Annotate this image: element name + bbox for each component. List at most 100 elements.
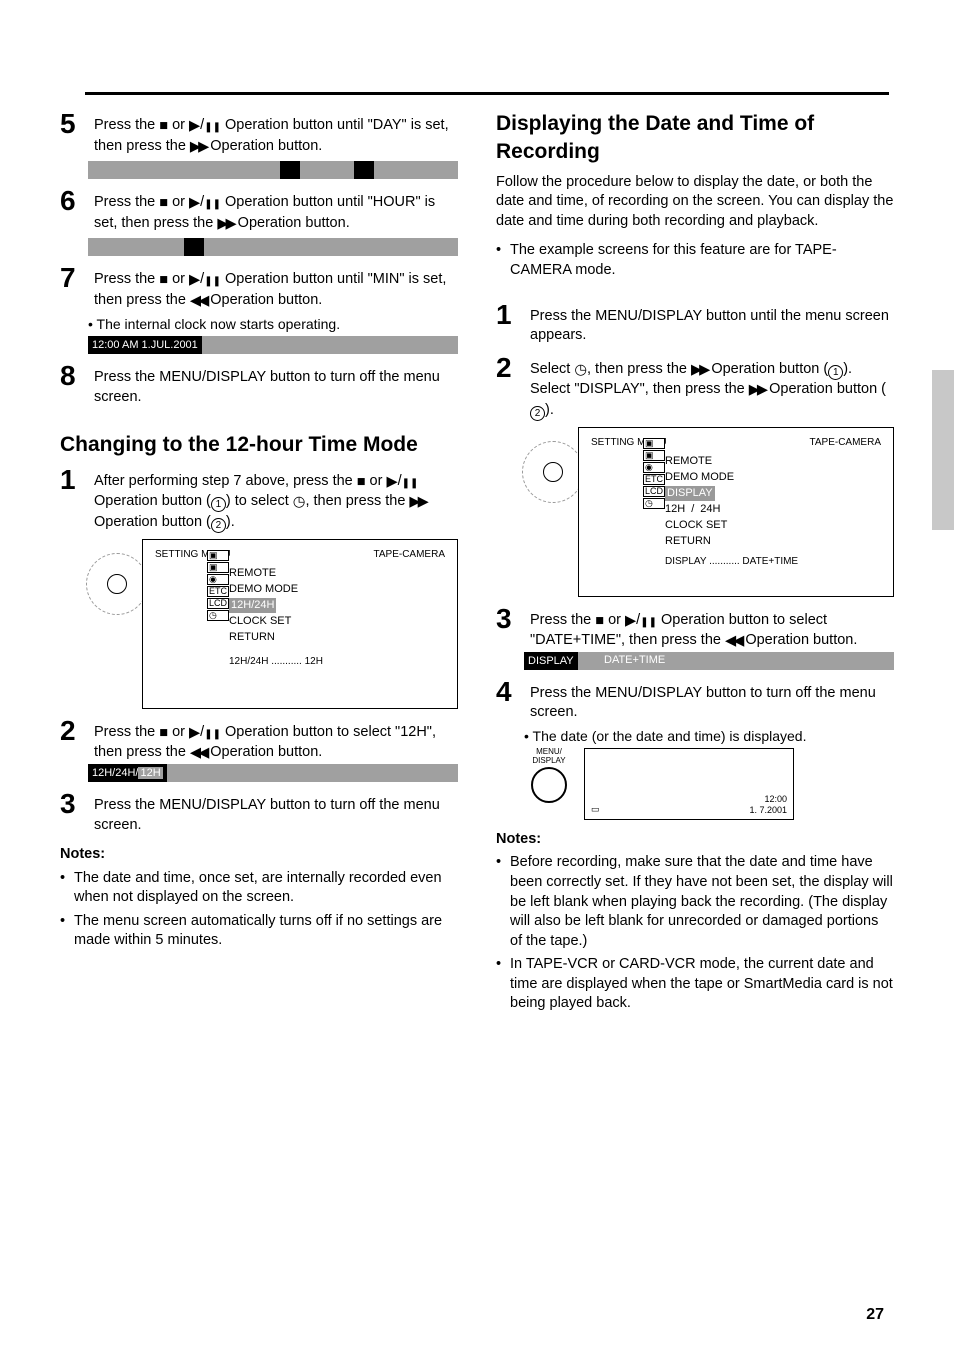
t: The internal clock now starts operating. [97, 316, 341, 332]
step-text: Press the or / Operation button to selec… [530, 605, 894, 652]
bar-cursor [184, 238, 204, 256]
stop-icon [595, 612, 604, 632]
menu-item: CLOCK SET [665, 518, 727, 533]
t: or [168, 271, 189, 287]
bar-cursor [280, 161, 300, 179]
t: Press the [94, 724, 159, 740]
t: Operation button. [234, 215, 350, 231]
step-num: 7 [60, 264, 88, 292]
t: ). [226, 514, 235, 530]
rew-icon [725, 632, 741, 652]
c-step-3: 3 Press the MENU/DISPLAY button to turn … [60, 790, 458, 835]
t: Press the [530, 612, 595, 628]
circled-2-icon: 2 [530, 406, 545, 421]
t: 24H [254, 599, 274, 611]
circled-2-icon: 2 [211, 518, 226, 533]
ff-icon [691, 361, 707, 381]
t: Operation button. [206, 292, 322, 308]
t: ). [545, 402, 554, 418]
ff-icon [217, 215, 233, 235]
menu-item: RETURN [229, 630, 275, 645]
menu-icon-col: ▣▣◉ETCLCD◷ [643, 438, 665, 509]
menu-item: 12H [665, 502, 685, 517]
step-num: 2 [496, 354, 524, 382]
bar-cursor [354, 161, 374, 179]
menu-mode: TAPE-CAMERA [810, 436, 882, 450]
top-rule [85, 92, 889, 95]
t: or [604, 612, 625, 628]
c-step-1: 1 After performing step 7 above, press t… [60, 466, 458, 709]
page-number: 27 [866, 1304, 884, 1326]
bar: 12H/24H/12H [88, 764, 458, 782]
note: • The internal clock now starts operatin… [88, 315, 458, 334]
t: Select [530, 361, 574, 377]
menu-icon-col: ▣▣◉ETCLCD◷ [207, 550, 229, 621]
t: 12H [231, 599, 251, 611]
t: 12H/24H [92, 767, 135, 779]
stop-icon [159, 271, 168, 291]
pause-icon [204, 271, 221, 291]
step-num: 5 [60, 110, 88, 138]
step-text: Press the MENU/DISPLAY button to turn of… [530, 678, 894, 723]
c-step-2: 2 Press the or / Operation button to sel… [60, 717, 458, 782]
t: TIME", then press the [581, 632, 725, 648]
play-icon [189, 194, 200, 214]
step-6: 6 Press the or / Operation button until … [60, 187, 458, 256]
t: Operation button ( [94, 514, 211, 530]
step-text: Press the or / Operation button to selec… [94, 717, 458, 764]
step-text: After performing step 7 above, press the… [94, 466, 458, 533]
pause-icon [204, 117, 221, 137]
t: 12H [138, 767, 162, 779]
dial-icon [86, 553, 148, 615]
t: Operation button. [741, 632, 857, 648]
menu-item: RETURN [665, 534, 711, 549]
r-step-2: 2 Select , then press the Operation butt… [496, 354, 894, 597]
menu-list: REMOTE DEMO MODE 12H/24H CLOCK SET RETUR… [229, 565, 451, 645]
note-item: In TAPE-VCR or CARD-VCR mode, the curren… [496, 955, 894, 1014]
t: , then press the [587, 361, 691, 377]
menu-item-selected: DISPLAY [665, 486, 715, 501]
t: Press the [94, 117, 159, 133]
stop-icon [159, 117, 168, 137]
menu-display-button-icon: MENU/DISPLAY [524, 748, 574, 804]
intro-bullets: The example screens for this feature are… [496, 241, 894, 280]
t: Operation button ( [94, 493, 211, 509]
menu-item: REMOTE [665, 454, 712, 469]
t: The date (or the date and time) is displ… [533, 728, 807, 744]
play-icon [386, 473, 397, 493]
step-text: Press the or / Operation button until "D… [94, 110, 458, 157]
step-num: 3 [496, 605, 524, 633]
play-icon [189, 117, 200, 137]
r-step-4: 4 Press the MENU/DISPLAY button to turn … [496, 678, 894, 820]
t: or [168, 724, 189, 740]
play-icon [189, 724, 200, 744]
menu-item: CLOCK SET [229, 614, 291, 629]
menu-mode: TAPE-CAMERA [374, 548, 446, 562]
step-text: Press the MENU/DISPLAY button to turn of… [94, 790, 458, 835]
section-title: Changing to the 12-hour Time Mode [60, 431, 458, 459]
step-5: 5 Press the or / Operation button until … [60, 110, 458, 179]
t: Operation button. [206, 138, 322, 154]
step-text: Press the MENU/DISPLAY button to turn of… [94, 362, 458, 407]
menu-list: REMOTE DEMO MODE DISPLAY 12H/24H CLOCK S… [665, 453, 887, 549]
t: Operation button ( [707, 361, 828, 377]
notes-heading: Notes: [60, 845, 458, 865]
clock-icon [293, 493, 306, 513]
r-step-1: 1 Press the MENU/DISPLAY button until th… [496, 301, 894, 346]
step-num: 2 [60, 717, 88, 745]
menu-item: REMOTE [229, 566, 276, 581]
step-num: 4 [496, 678, 524, 706]
play-icon [625, 612, 636, 632]
pause-icon [402, 473, 419, 493]
step-num: 1 [496, 301, 524, 329]
menu-screen: SETTING MENUTAPE-CAMERA ▣▣◉ETCLCD◷ REMOT… [142, 539, 458, 709]
section-title: Displaying the Date and Time of Recordin… [496, 110, 894, 167]
notes-list: Before recording, make sure that the dat… [496, 853, 894, 1014]
left-column: 5 Press the or / Operation button until … [60, 110, 458, 1018]
menu-screen: SETTING MENUTAPE-CAMERA ▣▣◉ETCLCD◷ REMOT… [578, 427, 894, 597]
bar: DISPLAY DATE+TIME [524, 652, 894, 670]
note: • The date (or the date and time) is dis… [524, 727, 894, 746]
right-column: Displaying the Date and Time of Recordin… [496, 110, 894, 1018]
note-item: Before recording, make sure that the dat… [496, 853, 894, 951]
menu-item: 24H [700, 502, 720, 517]
